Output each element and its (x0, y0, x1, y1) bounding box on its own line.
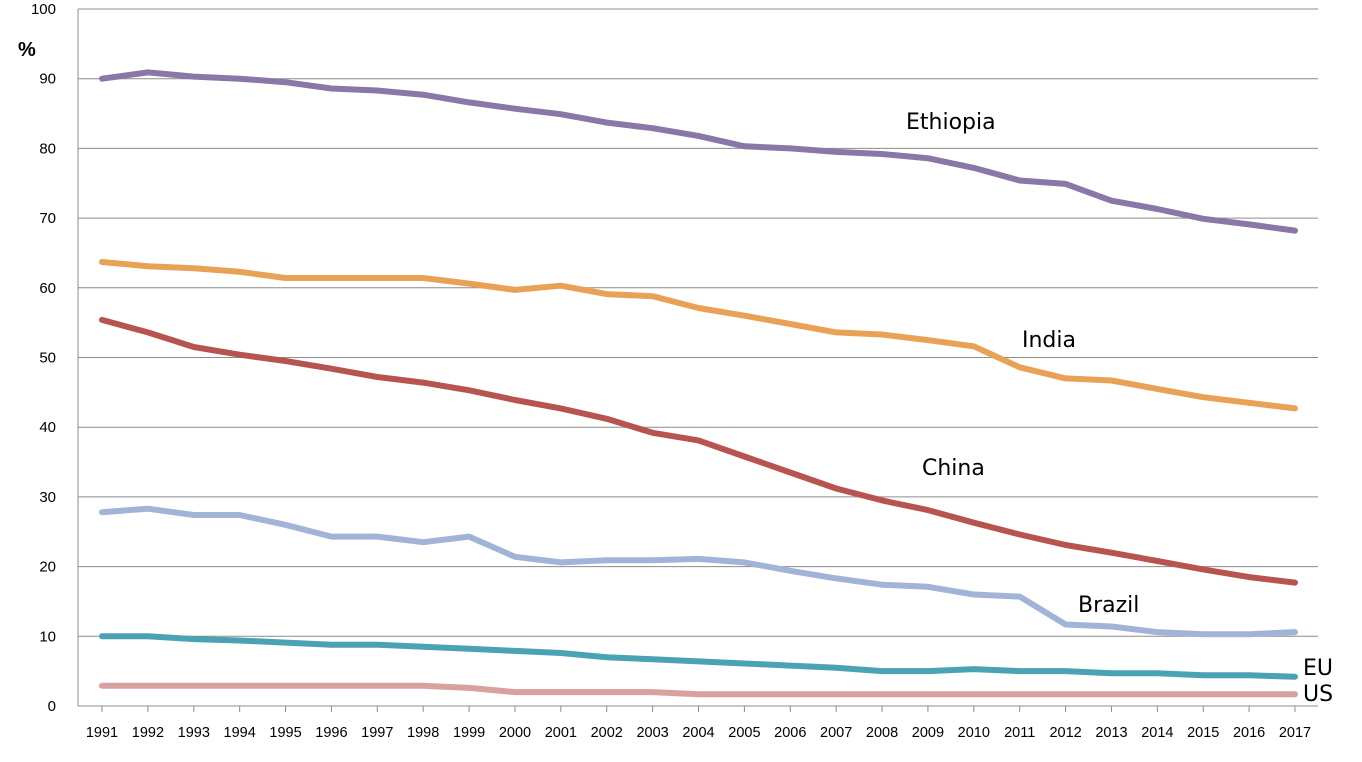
x-tick-label: 1991 (86, 725, 118, 741)
x-tick-label: 2013 (1095, 725, 1127, 741)
x-tick-label: 1998 (407, 725, 439, 741)
y-tick-label: 100 (31, 1, 56, 18)
x-tick-label: 1997 (361, 725, 393, 741)
x-tick-label: 1994 (224, 725, 256, 741)
series-label-brazil: Brazil (1078, 593, 1139, 618)
series-label-eu: EU (1303, 656, 1333, 681)
x-tick-label: 2008 (866, 725, 898, 741)
series-label-india: India (1022, 328, 1076, 353)
x-tick-label: 2009 (912, 725, 944, 741)
series-line-eu (99, 633, 1298, 680)
x-tick-label: 2014 (1141, 725, 1173, 741)
x-tick-label: 1992 (132, 725, 164, 741)
x-tick-label: 2011 (1004, 725, 1035, 741)
y-tick-label: 90 (39, 71, 56, 88)
y-tick-label: 40 (39, 419, 56, 436)
series-lines (99, 69, 1298, 698)
y-tick-label: 20 (39, 559, 56, 576)
series-label-ethiopia: Ethiopia (906, 110, 996, 135)
x-tick-label: 2007 (820, 725, 852, 741)
x-tick-label: 2017 (1279, 725, 1311, 741)
x-tick-label: 2006 (774, 725, 806, 741)
x-tick-label: 1999 (453, 725, 485, 741)
y-tick-label: 60 (39, 280, 56, 297)
y-tick-label: 80 (39, 140, 56, 157)
series-line-india (99, 259, 1298, 412)
series-label-us: US (1303, 682, 1333, 707)
y-tick-label: 70 (39, 210, 56, 227)
series-label-china: China (922, 456, 985, 481)
x-tick-label: 2010 (958, 725, 990, 741)
x-tick-label: 2015 (1187, 725, 1219, 741)
x-tick-label: 2012 (1049, 725, 1081, 741)
grid-lines (78, 8, 1318, 637)
x-tick-label: 2005 (728, 725, 760, 741)
x-tick-label: 2000 (499, 725, 531, 741)
y-tick-label: 0 (48, 698, 56, 715)
y-tick-label: 50 (39, 350, 56, 367)
series-line-ethiopia (99, 69, 1298, 234)
y-tick-label: 10 (39, 628, 56, 645)
x-tick-labels: 1991 1992 1993 1994 1995 1996 1997 1998 1999 2000… (86, 725, 1311, 741)
series-line-china (99, 316, 1298, 586)
x-tick-label: 2003 (636, 725, 668, 741)
x-tick-label: 1996 (315, 725, 347, 741)
x-tick-label: 2004 (682, 725, 714, 741)
y-axis-unit-label: % (18, 39, 36, 61)
x-tick-label: 1993 (178, 725, 210, 741)
x-tick-label: 2001 (545, 725, 577, 741)
x-tick-label: 2002 (591, 725, 623, 741)
x-tick-label: 2016 (1233, 725, 1265, 741)
series-line-brazil (99, 505, 1298, 638)
x-tick-label: 1995 (269, 725, 301, 741)
y-tick-label: 30 (39, 489, 56, 506)
series-line-us (99, 682, 1298, 698)
y-tick-labels: 0 10 20 30 40 50 60 70 80 90 100 (31, 1, 56, 715)
axes (77, 9, 1318, 712)
